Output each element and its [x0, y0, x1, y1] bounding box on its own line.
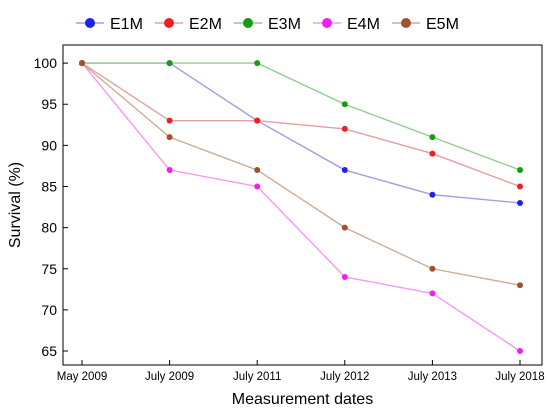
data-point-e4m-july-2012 [341, 273, 348, 280]
legend-label-e1m: E1M [110, 16, 143, 33]
data-point-e3m-july-2018 [517, 167, 523, 174]
legend-swatch-marker [243, 18, 253, 28]
y-tick-label-75: 75 [41, 261, 57, 277]
series-line-e5m [81, 62, 521, 286]
y-tick-label-95: 95 [41, 96, 57, 112]
data-point-e5m-july-2009 [166, 134, 173, 141]
legend-label-e5m: E5M [426, 16, 459, 33]
x-tick-label-may-2009: May 2009 [57, 371, 108, 383]
data-point-e5m-july-2018 [517, 282, 523, 289]
x-tick-label-july-2011: July 2011 [233, 371, 281, 383]
data-point-e2m-july-2012 [341, 125, 348, 132]
data-point-e1m-july-2018 [517, 199, 523, 206]
data-point-e3m-july-2013 [429, 134, 436, 141]
data-point-e5m-may-2009 [79, 60, 85, 67]
legend-swatch-marker [164, 18, 174, 28]
series-e5m [79, 60, 523, 289]
legend-label-e3m: E3M [268, 16, 301, 33]
legend-swatch-marker [85, 18, 95, 28]
data-point-e1m-july-2012 [341, 167, 348, 174]
series-e3m [79, 60, 523, 174]
legend-item-e3m: E3M [234, 16, 301, 33]
series-line-e3m [82, 62, 521, 171]
legend: E1M E2M E3M E4M E5M [76, 16, 459, 33]
y-tick-label-100: 100 [34, 55, 58, 71]
y-tick-label-65: 65 [41, 343, 57, 359]
y-tick-label-70: 70 [41, 302, 57, 318]
legend-label-e2m: E2M [189, 16, 222, 33]
x-axis: May 2009 July 2009 July 2011 July 2012 July … [57, 360, 545, 383]
series-e2m [79, 60, 523, 190]
data-point-e2m-july-2013 [429, 150, 436, 157]
legend-item-e2m: E2M [155, 16, 222, 33]
legend-swatch-marker [401, 18, 411, 28]
legend-label-e4m: E4M [347, 16, 380, 33]
series-line-e2m [81, 62, 521, 188]
legend-swatch-marker [322, 18, 332, 28]
data-point-e3m-july-2011 [254, 60, 261, 67]
data-point-e3m-july-2012 [341, 101, 348, 108]
data-point-e5m-july-2011 [254, 167, 261, 174]
series-line-e4m [81, 62, 521, 352]
x-tick-label-july-2018: July 2018 [495, 371, 544, 383]
data-point-e2m-july-2009 [166, 117, 173, 124]
legend-item-e5m: E5M [392, 16, 459, 33]
y-tick-label-90: 90 [41, 137, 57, 153]
data-point-e4m-july-2018 [517, 348, 523, 355]
y-axis-title: Survival (%) [7, 162, 24, 248]
x-axis-title: Measurement dates [232, 391, 373, 408]
y-tick-label-80: 80 [41, 220, 57, 236]
x-tick-label-july-2013: July 2013 [408, 371, 457, 383]
data-point-e1m-july-2013 [429, 191, 436, 198]
plot-area [62, 44, 543, 366]
legend-item-e4m: E4M [313, 16, 380, 33]
y-tick-label-85: 85 [41, 178, 57, 194]
data-point-e5m-july-2012 [341, 224, 348, 231]
data-point-e4m-july-2011 [254, 183, 261, 190]
series-layer [79, 60, 523, 355]
data-point-e4m-july-2009 [166, 167, 173, 174]
data-point-e2m-july-2018 [517, 183, 523, 190]
data-point-e4m-july-2013 [429, 290, 436, 297]
data-point-e5m-july-2013 [429, 265, 436, 272]
x-tick-label-july-2009: July 2009 [145, 371, 194, 383]
x-tick-label-july-2012: July 2012 [320, 371, 369, 383]
y-axis: 65 70 75 80 85 90 95 100 [34, 55, 68, 359]
legend-item-e1m: E1M [76, 16, 143, 33]
data-point-e3m-july-2009 [166, 60, 173, 67]
data-point-e2m-july-2011 [254, 117, 261, 124]
